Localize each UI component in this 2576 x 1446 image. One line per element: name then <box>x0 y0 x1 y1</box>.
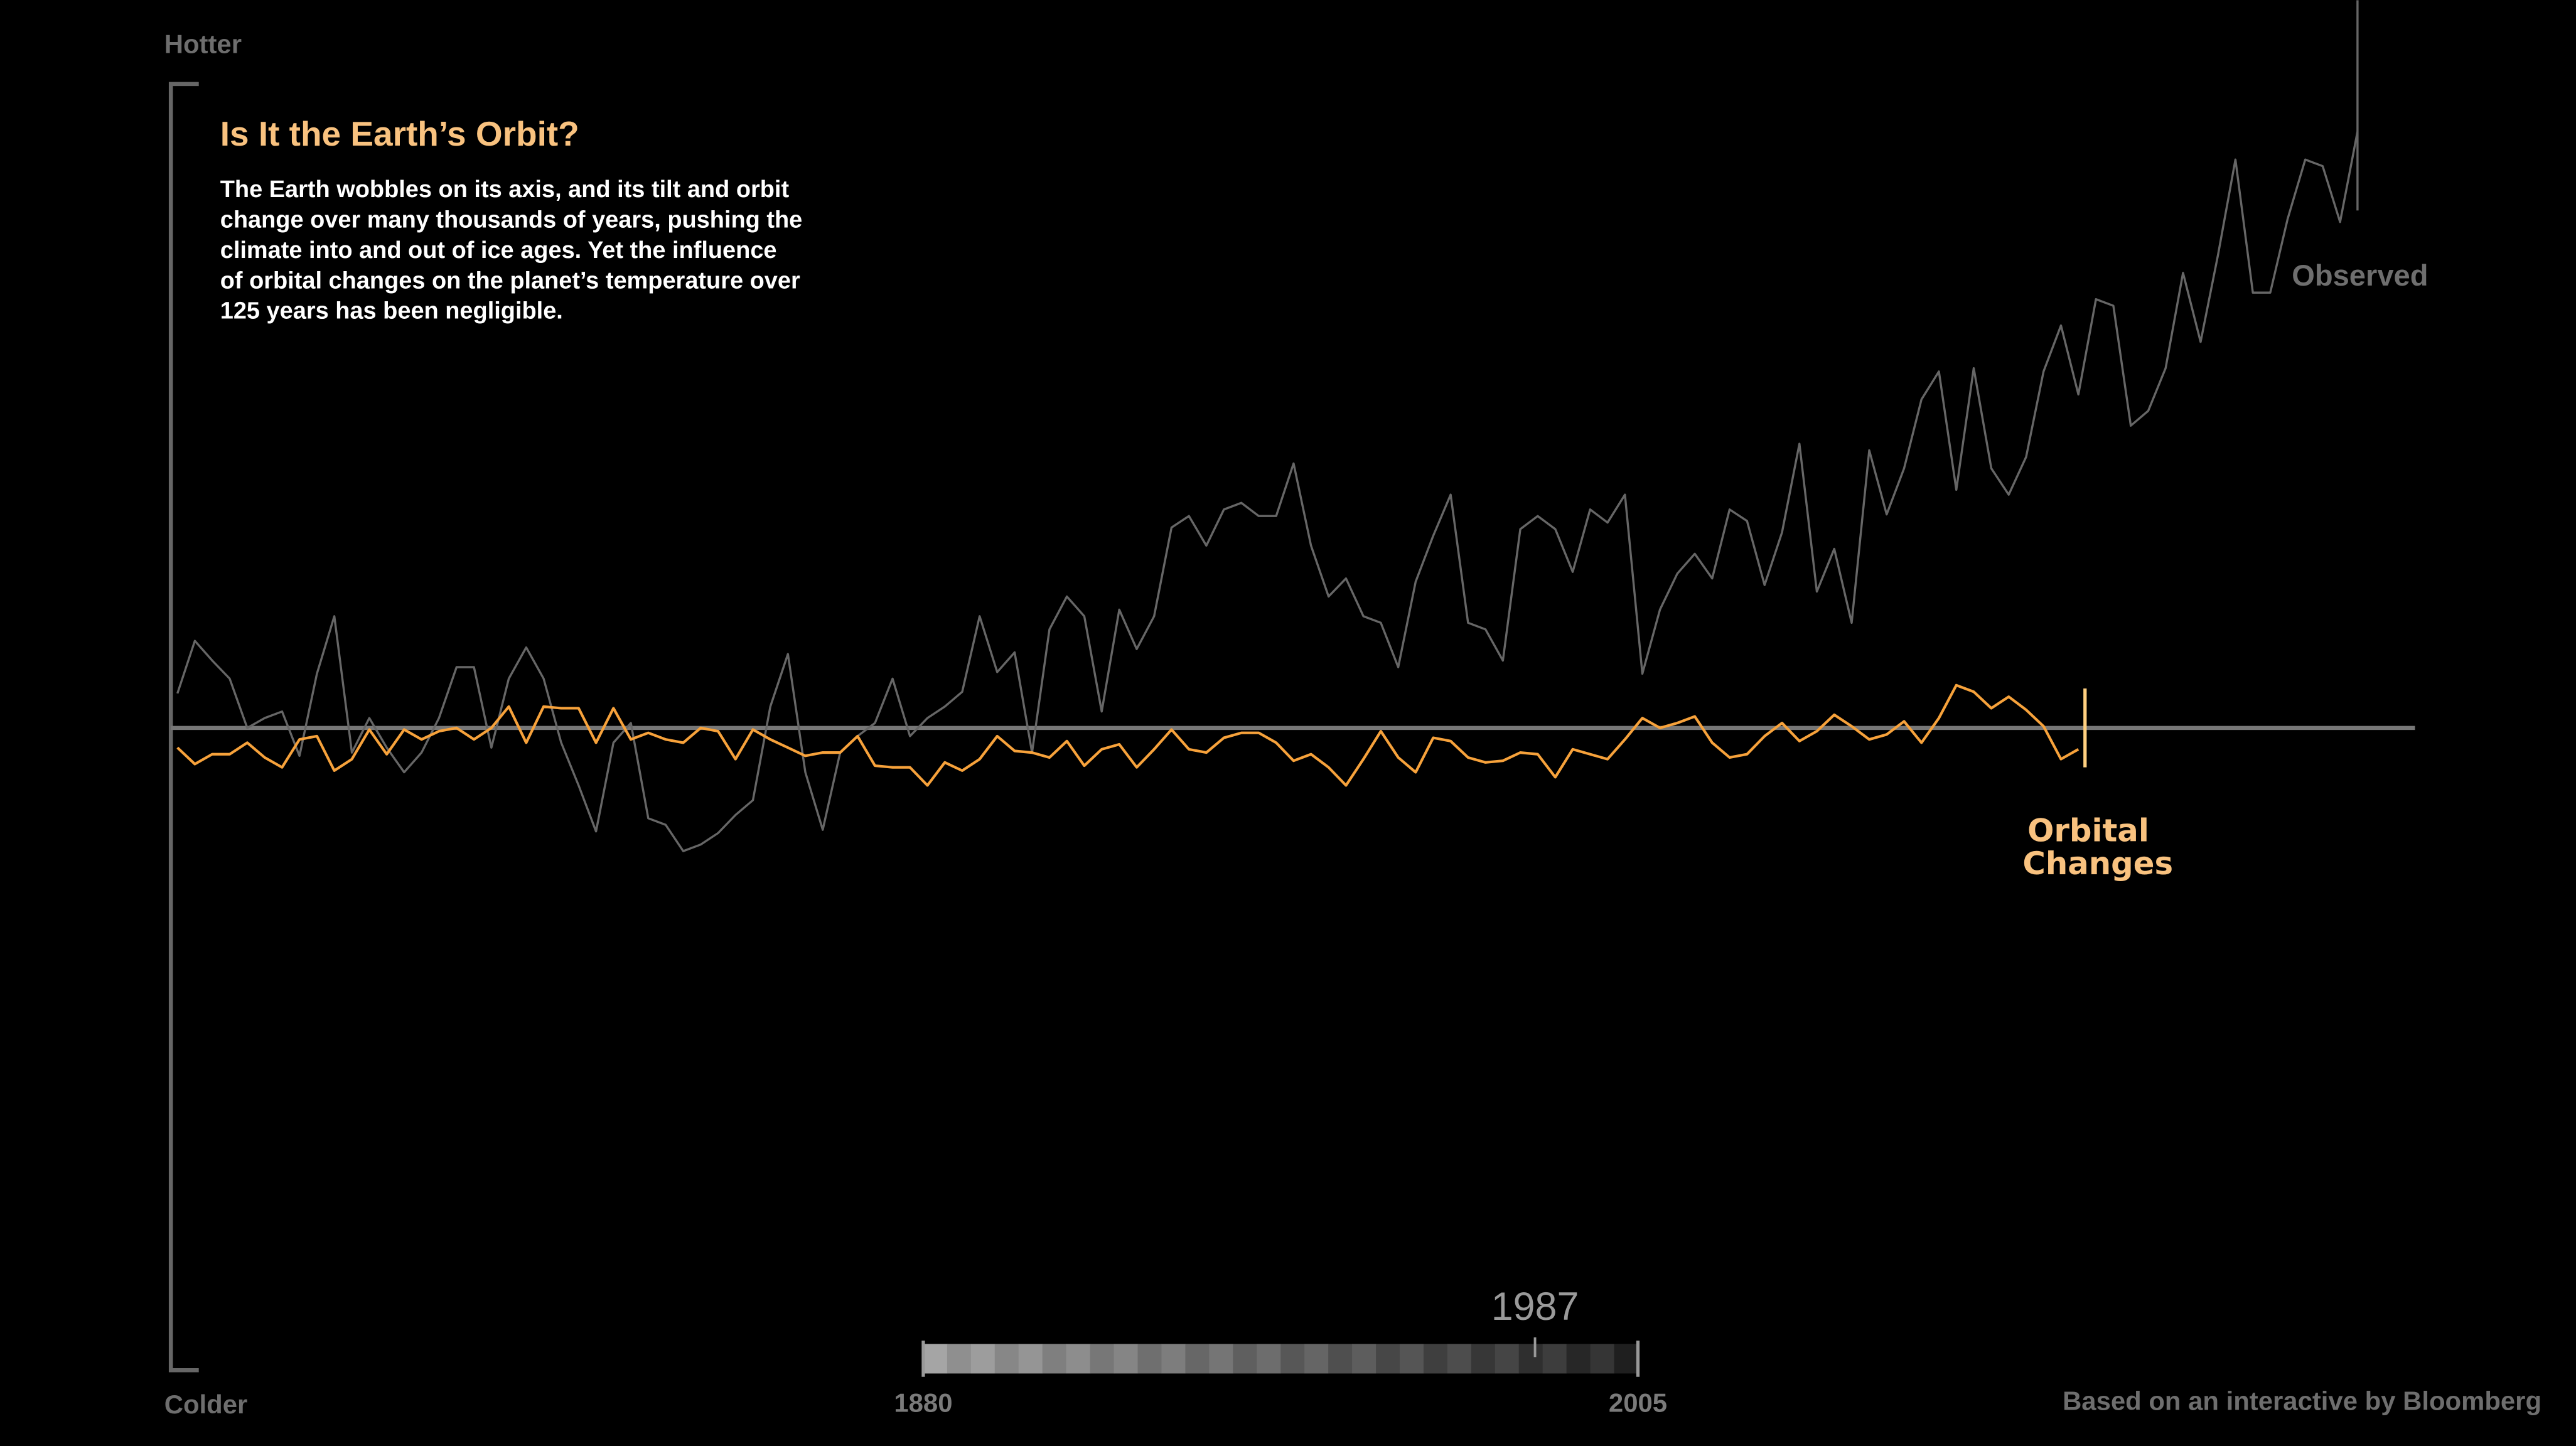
slider-cell <box>1042 1344 1067 1374</box>
slider-cell <box>1018 1344 1043 1374</box>
body-text: of orbital changes on the planet’s tempe… <box>220 267 800 294</box>
slider-cell <box>1614 1344 1639 1374</box>
series-line <box>176 683 2080 787</box>
slider-cell <box>1399 1344 1424 1374</box>
slider-cell <box>1280 1344 1305 1374</box>
slider-cell <box>1137 1344 1162 1374</box>
slider-cell <box>1352 1344 1377 1374</box>
slider-cell <box>923 1344 948 1374</box>
slider-value-label: 1987 <box>1491 1285 1579 1329</box>
y-bracket <box>168 82 199 1373</box>
slider-cell <box>1542 1344 1567 1374</box>
slider-cell <box>1066 1344 1091 1374</box>
slider-max-label: 2005 <box>1609 1388 1667 1417</box>
slider-cell <box>1090 1344 1115 1374</box>
slider-cell <box>1161 1344 1186 1374</box>
chart-title: Is It the Earth’s Orbit? <box>220 114 579 153</box>
body-text: 125 years has been negligible. <box>220 298 563 324</box>
series-line <box>176 131 2359 852</box>
y-top-label: Hotter <box>164 29 242 59</box>
slider-cell <box>994 1344 1019 1374</box>
slider-cell <box>1376 1344 1400 1374</box>
legend-label: Observed <box>2292 259 2428 292</box>
slider-cell <box>1257 1344 1282 1374</box>
slider-cell <box>1304 1344 1329 1374</box>
y-bottom-label: Colder <box>164 1390 248 1419</box>
credit: Based on an interactive by Bloomberg <box>2063 1386 2541 1416</box>
year-slider[interactable]: 1880 2005 1987 <box>894 1285 1667 1417</box>
slider-cell <box>1447 1344 1472 1374</box>
slider-cell <box>1328 1344 1353 1374</box>
slider-cell <box>1495 1344 1520 1374</box>
slider-cell <box>1423 1344 1448 1374</box>
slider-cell <box>1590 1344 1615 1374</box>
legend-label: Orbital Changes <box>2022 815 2174 882</box>
body-text: climate into and out of ice ages. Yet th… <box>220 237 777 264</box>
slider-cell <box>970 1344 996 1374</box>
slider-cell <box>1114 1344 1139 1374</box>
slider-cell <box>1566 1344 1591 1374</box>
slider-min-label: 1880 <box>894 1388 952 1417</box>
slider-cell <box>1209 1344 1234 1374</box>
slider-cell <box>947 1344 972 1374</box>
body-text: change over many thousands of years, pus… <box>220 206 803 233</box>
slider-cell <box>1518 1344 1543 1374</box>
slider-cell <box>1471 1344 1496 1374</box>
slider-cell <box>1233 1344 1258 1374</box>
slider-cell <box>1185 1344 1210 1374</box>
body-text: The Earth wobbles on its axis, and its t… <box>220 176 790 203</box>
legend-label-box: Orbital Changes <box>2022 815 2174 882</box>
